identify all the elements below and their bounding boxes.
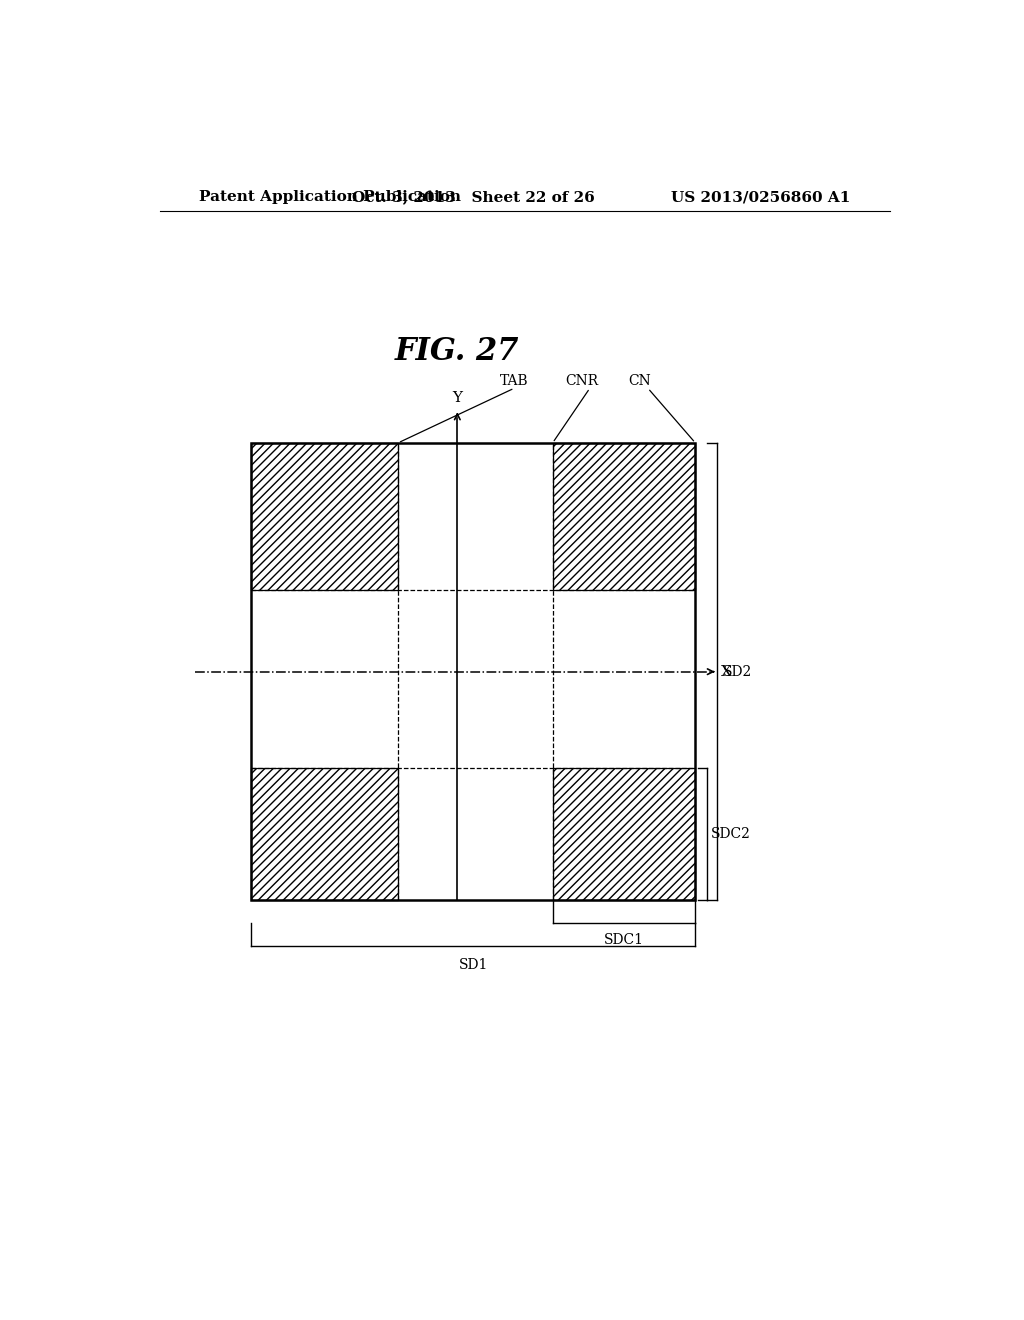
Text: Patent Application Publication: Patent Application Publication <box>200 190 462 205</box>
Text: SD1: SD1 <box>459 958 487 973</box>
Text: TAB: TAB <box>500 374 528 388</box>
Text: SD2: SD2 <box>723 665 753 678</box>
Text: FIG. 27: FIG. 27 <box>395 337 519 367</box>
Bar <box>251 444 695 900</box>
Bar <box>251 768 397 900</box>
Text: US 2013/0256860 A1: US 2013/0256860 A1 <box>671 190 850 205</box>
Text: SDC2: SDC2 <box>712 828 752 841</box>
Text: CNR: CNR <box>565 374 598 388</box>
Text: SDC1: SDC1 <box>604 933 644 946</box>
Text: X: X <box>721 665 732 678</box>
Text: Oct. 3, 2013   Sheet 22 of 26: Oct. 3, 2013 Sheet 22 of 26 <box>352 190 595 205</box>
Bar <box>251 444 397 590</box>
Text: Y: Y <box>453 392 463 405</box>
Bar <box>553 768 695 900</box>
Bar <box>553 444 695 590</box>
Text: CN: CN <box>629 374 651 388</box>
